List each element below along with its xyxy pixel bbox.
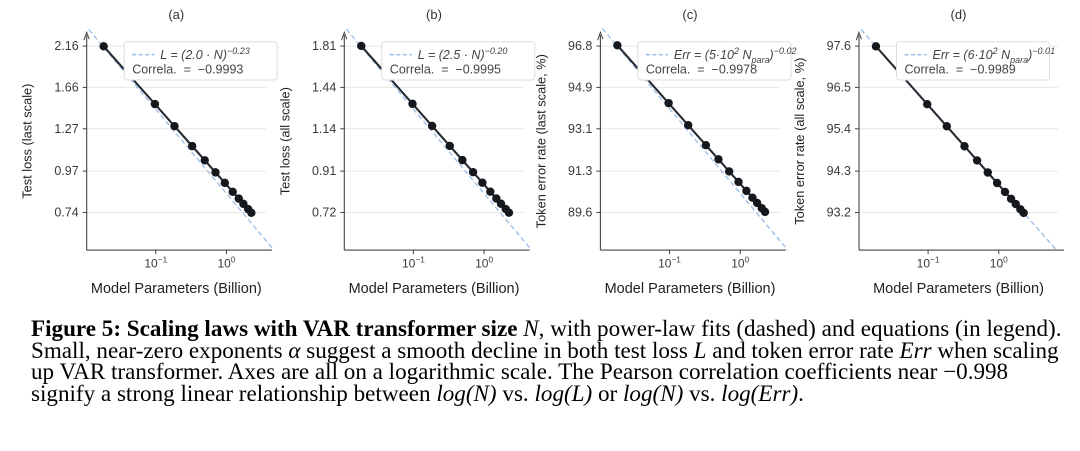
svg-text:(b): (b): [426, 7, 442, 22]
svg-text:96.8: 96.8: [568, 39, 592, 53]
svg-text:Correla. = −0.9993: Correla. = −0.9993: [132, 63, 243, 77]
svg-text:(c): (c): [682, 7, 697, 22]
svg-text:(a): (a): [168, 7, 184, 22]
svg-text:Correla. = −0.9989: Correla. = −0.9989: [905, 63, 1016, 77]
svg-text:Correla. = −0.9978: Correla. = −0.9978: [646, 63, 757, 77]
svg-text:94.9: 94.9: [568, 80, 592, 94]
svg-text:10−1: 10−1: [144, 255, 167, 271]
svg-text:89.6: 89.6: [568, 206, 592, 220]
svg-text:Model Parameters (Billion): Model Parameters (Billion): [349, 281, 520, 297]
svg-text:Model Parameters (Billion): Model Parameters (Billion): [91, 281, 262, 297]
svg-text:2.16: 2.16: [54, 39, 78, 53]
svg-text:0.72: 0.72: [312, 206, 336, 220]
svg-text:100: 100: [475, 255, 493, 271]
svg-text:Correla. = −0.9995: Correla. = −0.9995: [390, 63, 501, 77]
svg-text:1.14: 1.14: [312, 122, 336, 136]
svg-text:94.3: 94.3: [827, 164, 851, 178]
svg-text:93.1: 93.1: [568, 122, 592, 136]
svg-text:10−1: 10−1: [658, 255, 681, 271]
svg-text:Test loss (last scale): Test loss (last scale): [20, 84, 35, 199]
svg-text:Model Parameters (Billion): Model Parameters (Billion): [605, 281, 776, 297]
svg-text:Test loss (all scale): Test loss (all scale): [277, 87, 292, 195]
svg-text:93.2: 93.2: [827, 206, 851, 220]
svg-text:Token error rate (last scale,: Token error rate (last scale, %): [533, 54, 548, 228]
svg-text:100: 100: [731, 255, 749, 271]
svg-text:97.6: 97.6: [827, 39, 851, 53]
svg-text:91.3: 91.3: [568, 164, 592, 178]
svg-text:(d): (d): [951, 7, 967, 22]
svg-text:10−1: 10−1: [402, 255, 425, 271]
svg-text:100: 100: [218, 255, 236, 271]
svg-text:Token error rate (all scale, %: Token error rate (all scale, %): [792, 58, 807, 225]
svg-text:Model Parameters (Billion): Model Parameters (Billion): [873, 281, 1044, 297]
svg-text:0.97: 0.97: [54, 164, 78, 178]
svg-text:95.4: 95.4: [827, 122, 851, 136]
svg-text:0.74: 0.74: [54, 206, 78, 220]
svg-text:1.44: 1.44: [312, 80, 336, 94]
svg-text:100: 100: [990, 255, 1008, 271]
svg-text:1.66: 1.66: [54, 80, 78, 94]
svg-text:10−1: 10−1: [917, 255, 940, 271]
svg-text:1.27: 1.27: [54, 122, 78, 136]
svg-text:0.91: 0.91: [312, 164, 336, 178]
svg-text:96.5: 96.5: [827, 80, 851, 94]
svg-text:1.81: 1.81: [312, 39, 336, 53]
